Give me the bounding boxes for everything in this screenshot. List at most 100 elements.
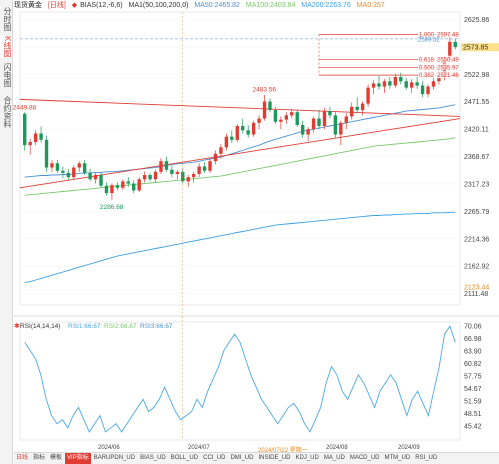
ma200-line <box>24 211 456 284</box>
indicator-button--[interactable]: 模板 <box>50 455 63 461</box>
candle-body <box>371 83 376 88</box>
candle-body <box>88 172 92 180</box>
candle-body <box>241 126 245 131</box>
candle-body <box>393 76 398 86</box>
rsi-tick-label: 54.67 <box>464 386 482 393</box>
settings-gear-icon: ✱ <box>14 322 20 330</box>
fib-ratio-label: 0.382 <box>419 73 435 79</box>
candle-body <box>426 86 430 95</box>
candle-body <box>55 163 60 171</box>
fib-label-bg <box>418 63 462 71</box>
crosshair-price-label: 2589.52 <box>418 37 440 43</box>
candle-body <box>317 118 321 127</box>
fib-value-label: 2535.97 <box>437 65 459 71</box>
candle-body <box>72 167 76 178</box>
rsi-legend-entry: RSI2:66.67 <box>104 323 137 330</box>
period-button[interactable]: 日线 <box>16 455 29 461</box>
rsi-tick-label: 66.98 <box>464 336 482 343</box>
indicator-button-inside-ud[interactable]: INSIDE_UD <box>258 455 291 461</box>
candle-body <box>126 181 130 184</box>
crosshair-date-label: 2024/07/22 星期一 <box>258 448 308 454</box>
candle-body <box>409 82 414 88</box>
rsi-panel-frame <box>19 321 461 441</box>
candle-body <box>186 177 190 182</box>
candle-body <box>44 139 49 168</box>
candle-body <box>279 119 283 122</box>
x-axis-label-4: 2024/09 <box>398 445 420 451</box>
ma100-line <box>24 137 456 196</box>
candle-body <box>382 81 387 87</box>
candle-body <box>328 111 332 116</box>
indicator-button-barupdn-ud[interactable]: BARUPDN_UD <box>93 455 136 461</box>
candle-body <box>148 175 152 180</box>
main-panel-frame <box>19 11 461 306</box>
indicator-button--[interactable]: 指标 <box>33 455 46 461</box>
chart-area[interactable]: 2625.862574.422522.982471.552420.112368.… <box>0 0 499 452</box>
trendline-2 <box>19 118 461 189</box>
fib-ratio-label: 1.000 <box>419 33 435 39</box>
price-tick-label: 2111.48 <box>464 291 488 298</box>
current-price-tag: 2573.85 <box>463 45 488 52</box>
chart-header: 现货黄金 [日线] ◆ BIAS(12,-6,6) MA1(50,100,200… <box>14 0 499 12</box>
candle-body <box>93 175 98 180</box>
fib-ratio-label: 0.618 <box>419 58 435 64</box>
fib-label-bg <box>418 30 462 38</box>
indicator-button-mtm-ud[interactable]: MTM_UD <box>384 455 411 461</box>
fib-value-label: 2550.49 <box>437 58 459 64</box>
candle-body <box>159 161 163 172</box>
candle-body <box>322 111 327 127</box>
price-tick-label: 2265.79 <box>464 209 489 216</box>
candle-body <box>230 136 234 140</box>
candle-body <box>115 185 120 188</box>
candle-body <box>170 169 174 174</box>
price-annotation: 2286.68 <box>100 204 124 211</box>
indicator-button-kdj-ud[interactable]: KDJ_UD <box>295 455 319 461</box>
fib-value-label: 2521.46 <box>437 73 459 79</box>
period-label[interactable]: [日线] <box>47 2 66 9</box>
candle-body <box>213 153 218 162</box>
indicator-button-vip-[interactable]: VIP指标 <box>65 453 91 464</box>
indicator-button-ma-ud[interactable]: MA_UD <box>323 455 345 461</box>
candle-body <box>344 116 348 123</box>
candle-body <box>360 103 365 111</box>
candle-body <box>290 112 294 116</box>
candle-body <box>224 136 229 148</box>
rsi-tick-label: 57.75 <box>464 373 482 380</box>
rsi-line <box>24 325 456 433</box>
candle-body <box>350 106 354 117</box>
sidebar-tab-flash[interactable]: 闪电图 <box>3 63 12 87</box>
indicator-button-rsi-ud[interactable]: RSI_UD <box>415 455 438 461</box>
x-axis-label-3: 2024/08 <box>326 445 348 451</box>
sidebar-tab-contract[interactable]: 合约资料 <box>3 96 12 128</box>
candle-body <box>306 129 310 135</box>
fib-ratio-label: 0.500 <box>419 65 435 71</box>
candle-body <box>82 163 87 173</box>
candle-body <box>208 161 212 171</box>
indicator-button-dmi-ud[interactable]: DMI_UD <box>230 455 254 461</box>
ma200-value: MA200:2263.76 <box>301 2 351 9</box>
candle-body <box>39 133 43 140</box>
ma0-value: MA0:257 <box>356 2 385 9</box>
candle-body <box>110 185 114 194</box>
ma50-value: MA50:2465.82 <box>194 2 240 9</box>
candle-body <box>355 106 359 111</box>
fib-label-bg <box>418 55 462 63</box>
rsi-params: RSI(14,14,14) <box>20 323 60 330</box>
bias-indicator: BIAS(12,-6,6) <box>80 2 123 9</box>
candle-body <box>164 161 169 170</box>
indicator-button-bias-ud[interactable]: BIAS_UD <box>140 455 166 461</box>
indicator-button-boll-ud[interactable]: BOLL_UD <box>170 455 199 461</box>
indicator-button-cci-ud[interactable]: CCI_UD <box>203 455 226 461</box>
candle-body <box>339 122 343 135</box>
candle-body <box>377 83 381 87</box>
candle-body <box>311 118 316 130</box>
sidebar-tab-kline[interactable]: K线图 <box>0 36 12 58</box>
candle-body <box>235 126 239 140</box>
sidebar-tab-timeshare[interactable]: 分时图 <box>3 7 12 31</box>
indicator-button-macd-ud[interactable]: MACD_UD <box>349 455 380 461</box>
rsi-tick-label: 63.90 <box>464 348 482 355</box>
candle-body <box>431 81 436 87</box>
bias-diamond-icon: ◆ <box>71 2 78 9</box>
candle-body <box>197 166 201 174</box>
rsi-legend-entry: RSI3:66.67 <box>140 323 173 330</box>
